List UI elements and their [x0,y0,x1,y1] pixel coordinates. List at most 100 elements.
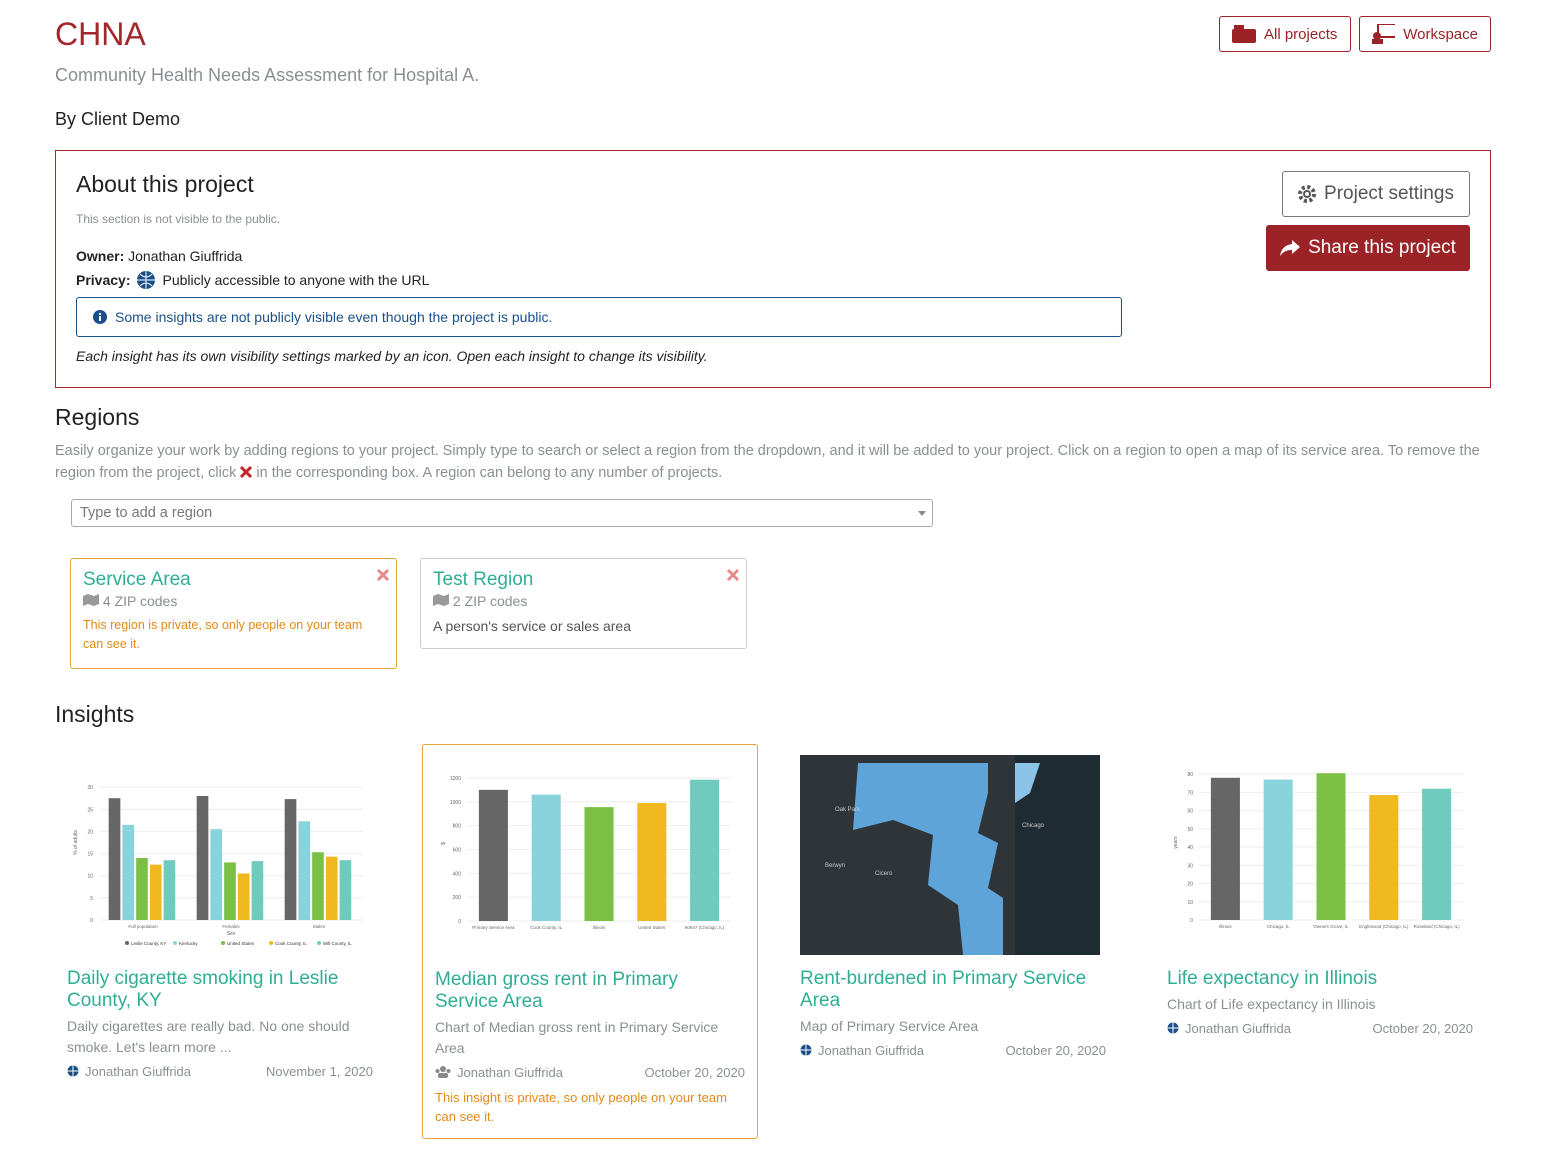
bar [136,858,148,920]
bar [325,856,338,920]
y-tick-label: 5 [90,896,93,902]
x-tick-label: Illinois [1219,924,1232,929]
legend-label: Will County, IL [323,941,352,946]
map-label: Berwyn [825,863,845,869]
insight-description: Daily cigarettes are really bad. No one … [67,1018,350,1055]
y-tick-label: 70 [1187,790,1193,796]
y-tick-label: 10 [87,874,93,880]
all-projects-button[interactable]: All projects [1219,16,1351,52]
region-note: A person's service or sales area [433,618,631,634]
y-tick-label: 600 [453,847,462,853]
bar [163,860,176,920]
share-icon [1280,240,1301,256]
insight-card[interactable]: 0 10 20 30 40 50 60 70 80 years Illinois Chicago, I… [1155,744,1485,1047]
insight-card[interactable]: 0 5 10 15 20 25 30 % of adults Full population Fe… [55,744,385,1090]
region-note: This region is private, so only people o… [83,618,363,651]
map-label: Cicero [875,871,893,877]
y-tick-label: 10 [1187,900,1193,906]
y-tick-label: 1200 [450,776,461,782]
bar [1263,779,1293,920]
remove-button[interactable] [726,568,740,582]
owner: Jonathan Giuffrida [128,248,243,264]
x-tick-label: Cook County, IL [530,925,562,930]
date: October 20, 2020 [1372,1021,1473,1036]
project-subtitle: Community Health Needs Assessment for Ho… [55,65,480,85]
bar [298,821,311,920]
region-zips: 4 ZIP codes [83,593,384,609]
x-tick-label: Males [313,924,326,929]
visibility-alert: Some insights are not publicly visible e… [76,297,1122,337]
privacy-line: Privacy: Publicly accessible to anyone wi… [76,270,429,290]
legend-swatch [317,941,321,945]
author: Jonathan Giuffrida [85,1064,191,1079]
bar [339,860,352,920]
bar [1316,773,1346,920]
folder-icon [1232,25,1256,43]
region-name: Test Region [433,569,534,590]
x-tick-label: Roseland (Chicago, IL) [1414,924,1461,929]
region-card[interactable]: Test Region 2 ZIP codes A person's servi… [420,558,747,649]
y-tick-label: 15 [87,852,93,858]
button-label: All projects [1264,25,1338,43]
insight-description: Chart of Life expectancy in Illinois [1167,996,1376,1012]
map-label: Oak Park [835,807,861,813]
bar [1210,777,1240,920]
insight-thumbnail: 0 200 400 600 800 1000 1200 $ Primary Service Ar… [441,776,731,930]
settings-button[interactable]: Project settings [1282,171,1470,217]
globe-icon [1167,1022,1179,1034]
regions-title: Regions [55,404,140,430]
map-icon [83,594,99,606]
bar [237,873,250,920]
workspace-icon [1372,24,1396,44]
bar [1422,788,1452,920]
zip-count: 4 ZIP codes [102,593,178,609]
region-search[interactable]: Type to add a region [71,499,933,527]
button-label: Workspace [1403,25,1478,43]
y-tick-label: 200 [453,895,462,901]
service-area [853,763,1003,955]
y-tick-label: 1000 [450,800,461,806]
insight-card[interactable]: Oak Park Berwyn Cicero Chicago Rent-burdened… [788,744,1118,1069]
x-tick-label: United States [638,925,666,930]
description-text: in the corresponding box. A region can b… [256,465,723,481]
y-tick-label: 800 [453,824,462,830]
placeholder: Type to add a region [80,505,213,521]
date: October 20, 2020 [644,1065,745,1080]
workspace-button[interactable]: Workspace [1359,16,1491,52]
button-label: Share this project [1308,237,1456,258]
bar [690,779,720,921]
insight-title: Median gross rent in Primary Service Are… [435,969,678,1012]
y-tick-label: 0 [1190,918,1193,924]
remove-button[interactable] [376,568,390,582]
legend-label: Leslie County, KY [131,941,166,946]
privacy: Publicly accessible to anyone with the U… [162,272,430,288]
globe-icon [800,1044,812,1056]
share-button[interactable]: Share this project [1266,225,1470,271]
author-line: Jonathan Giuffrida [800,1043,924,1058]
author: Jonathan Giuffrida [457,1065,563,1080]
bar [584,807,614,921]
legend-label: United States [227,941,255,946]
y-axis-label: % of adults [73,830,79,855]
bar [149,864,162,920]
author-line: Jonathan Giuffrida [435,1065,563,1080]
y-tick-label: 60 [1187,809,1193,815]
description-text: Easily organize your work by adding regi… [55,443,1480,481]
x-tick-label: Full population [128,924,158,929]
region-card[interactable]: Service Area 4 ZIP codes This region is … [70,558,397,669]
x-tick-label: Primary Service Area [472,925,515,930]
info-icon [93,310,107,324]
y-tick-label: 0 [458,919,461,925]
bar [122,824,135,920]
bar [478,789,508,921]
regions-description: Easily organize your work by adding regi… [55,440,1495,484]
insight-meta: Jonathan Giuffrida November 1, 2020 [67,1064,373,1079]
insight-card[interactable]: 0 200 400 600 800 1000 1200 $ Primary Service Ar… [422,744,758,1139]
bar [251,861,264,920]
author: Jonathan Giuffrida [818,1043,924,1058]
region-zips: 2 ZIP codes [433,593,734,609]
map-label: Chicago [1022,823,1045,829]
y-tick-label: 50 [1187,827,1193,833]
byline: By Client Demo [55,109,181,129]
